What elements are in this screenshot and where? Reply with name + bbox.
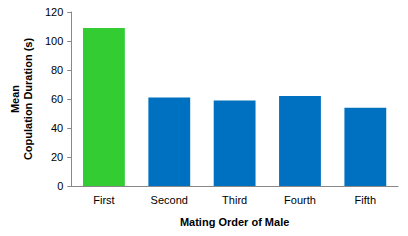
svg-text:Copulation Duration (s): Copulation Duration (s) <box>22 38 34 161</box>
svg-text:Fifth: Fifth <box>355 194 376 206</box>
svg-text:Second: Second <box>151 194 188 206</box>
svg-text:40: 40 <box>51 122 63 134</box>
svg-text:100: 100 <box>45 35 63 47</box>
svg-text:20: 20 <box>51 151 63 163</box>
svg-text:First: First <box>93 194 114 206</box>
svg-text:120: 120 <box>45 6 63 18</box>
svg-text:60: 60 <box>51 93 63 105</box>
svg-text:Fourth: Fourth <box>284 194 316 206</box>
svg-text:80: 80 <box>51 64 63 76</box>
svg-text:0: 0 <box>57 180 63 192</box>
svg-text:Third: Third <box>222 194 247 206</box>
svg-text:Mating Order of Male: Mating Order of Male <box>180 216 289 228</box>
svg-text:Mean: Mean <box>9 85 21 113</box>
